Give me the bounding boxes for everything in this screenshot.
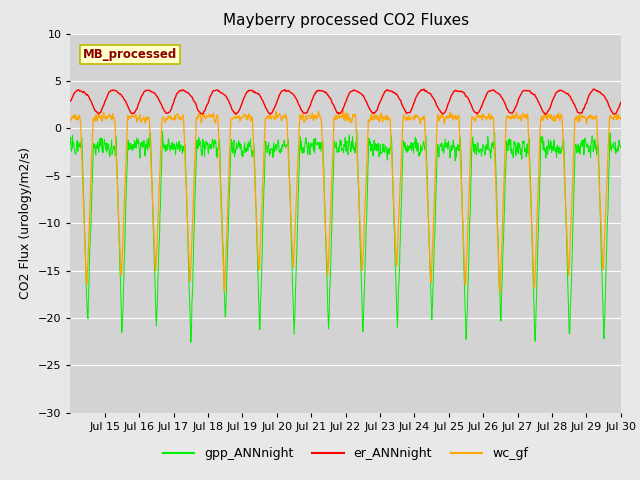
Title: Mayberry processed CO2 Fluxes: Mayberry processed CO2 Fluxes xyxy=(223,13,468,28)
Legend: gpp_ANNnight, er_ANNnight, wc_gf: gpp_ANNnight, er_ANNnight, wc_gf xyxy=(158,443,533,465)
Text: MB_processed: MB_processed xyxy=(83,48,177,61)
Y-axis label: CO2 Flux (urology/m2/s): CO2 Flux (urology/m2/s) xyxy=(19,147,32,299)
